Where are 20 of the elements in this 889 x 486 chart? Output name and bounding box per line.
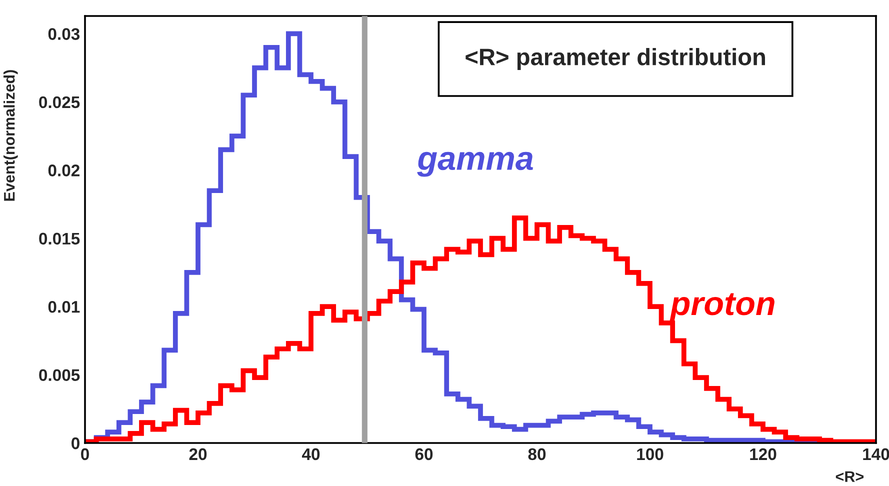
x-tick-label: 120 [750, 448, 776, 460]
y-axis-title: Event(normalized) [4, 70, 18, 201]
series-label: proton [670, 293, 774, 322]
x-tick-label: 60 [415, 448, 433, 460]
x-tick-label: 80 [528, 448, 546, 460]
y-tick-label: 0.025 [39, 96, 80, 108]
x-axis-title: <R> [836, 471, 864, 482]
x-tick-label: 100 [637, 448, 664, 460]
x-tick-label: 40 [302, 448, 320, 460]
y-tick-label: 0.005 [39, 369, 80, 381]
y-tick-label: 0.015 [39, 232, 80, 245]
y-tick-label: 0.03 [48, 28, 80, 40]
text: <R> parameter distribution [466, 48, 765, 70]
x-tick-label: 0 [81, 448, 89, 460]
y-tick-label: 0 [72, 437, 80, 450]
x-tick-label: 20 [189, 448, 207, 460]
x-tick-label: 140 [863, 448, 889, 460]
series-label: gamma [417, 152, 533, 177]
y-tick-label: 0.01 [48, 300, 80, 313]
y-tick-label: 0.02 [48, 164, 80, 176]
